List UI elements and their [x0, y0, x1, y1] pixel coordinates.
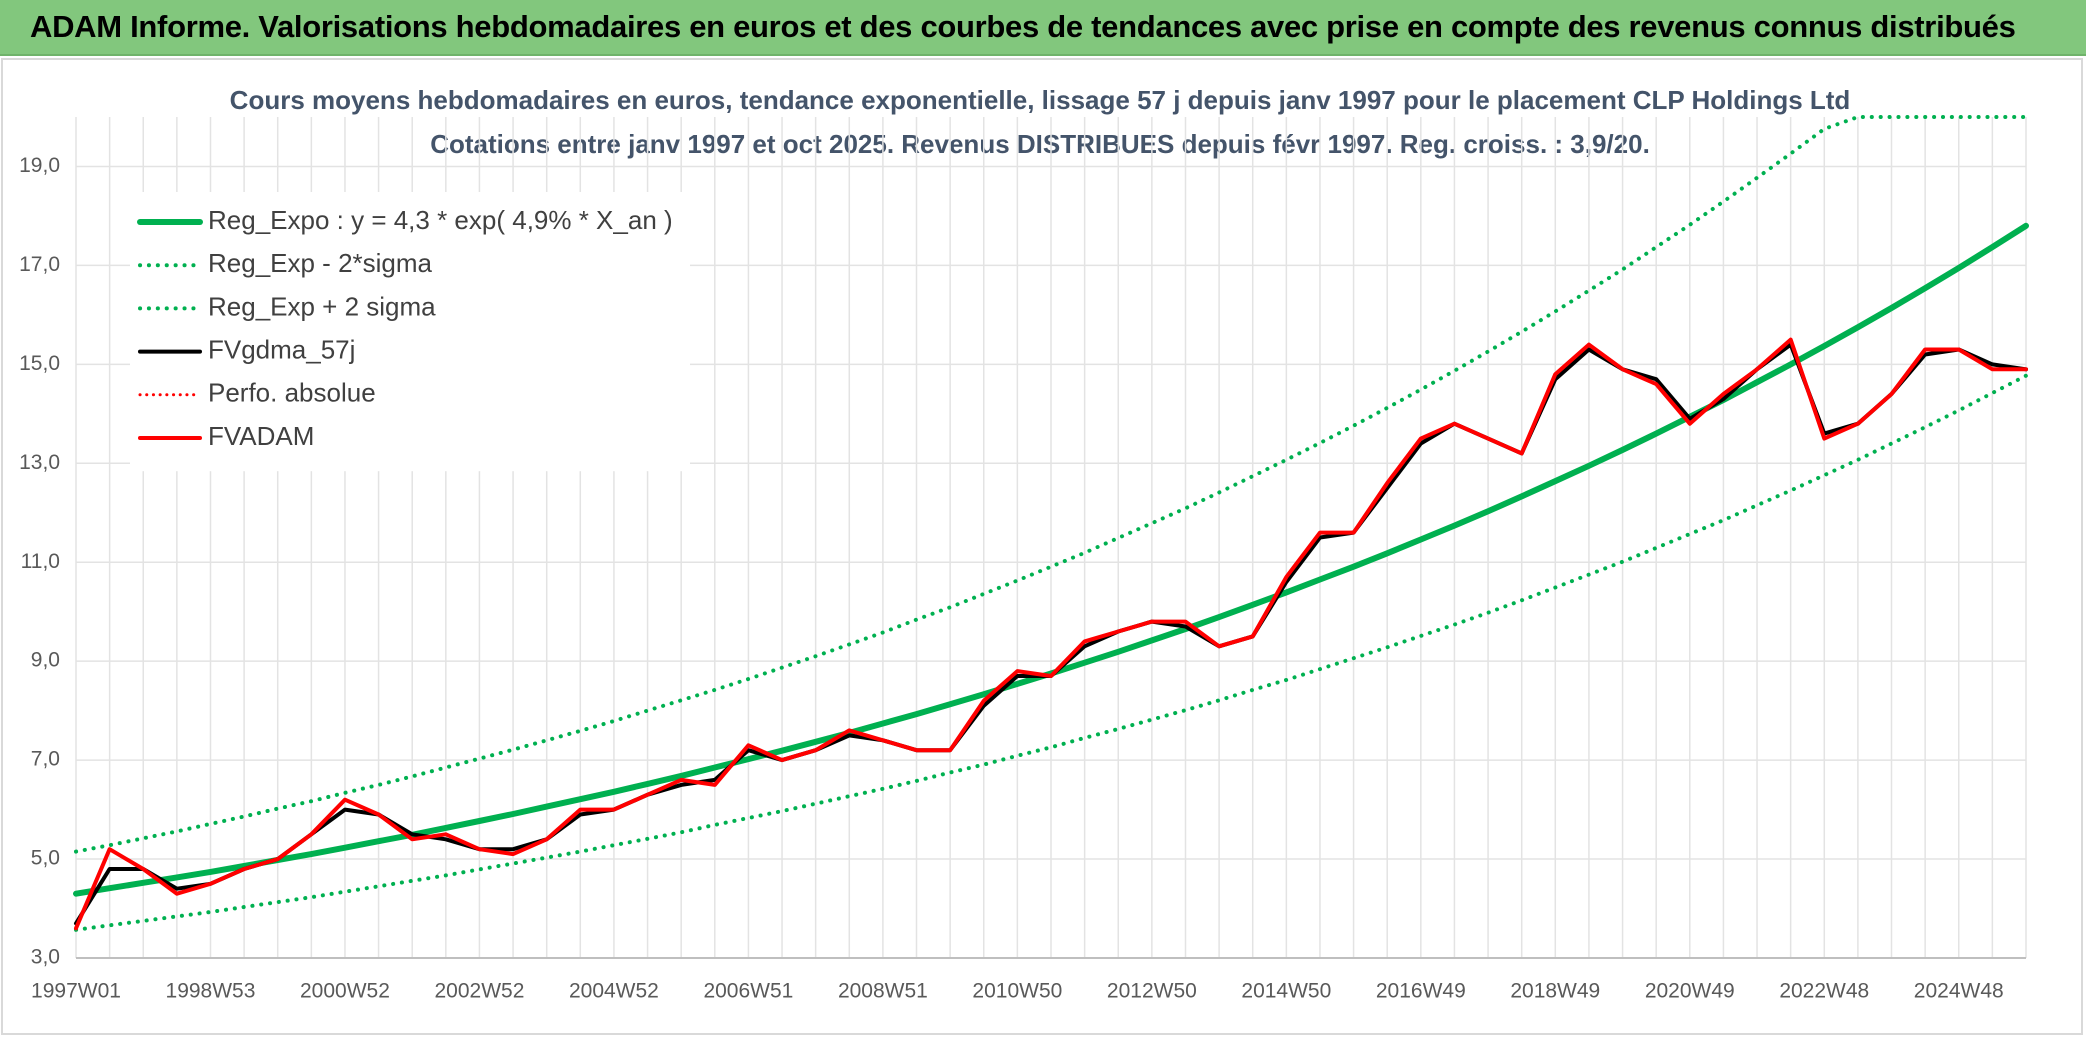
legend-label: Perfo. absolue [208, 378, 376, 408]
x-tick-label: 2022W48 [1779, 980, 1869, 1003]
legend-label: Reg_Exp + 2 sigma [208, 291, 436, 321]
y-tick-label: 11,0 [21, 550, 60, 573]
chart-subtitle: Cotations entre janv 1997 et oct 2025. R… [430, 129, 1650, 159]
x-tick-label: 2000W52 [300, 980, 390, 1003]
y-tick-label: 5,0 [31, 847, 60, 870]
x-tick-label: 1998W53 [166, 980, 256, 1003]
x-tick-label: 2014W50 [1241, 980, 1331, 1003]
series-line [74, 373, 2028, 932]
x-tick-label: 1997W01 [31, 980, 121, 1003]
series-line [74, 337, 2028, 931]
y-tick-label: 19,0 [19, 154, 60, 177]
x-tick-label: 2018W49 [1510, 980, 1600, 1003]
y-tick-label: 15,0 [19, 352, 60, 375]
y-tick-label: 3,0 [31, 946, 60, 969]
x-tick-label: 2016W49 [1376, 980, 1466, 1003]
y-tick-label: 17,0 [19, 253, 60, 276]
chart: Cours moyens hebdomadaires en euros, ten… [1, 58, 2083, 1035]
x-tick-label: 2006W51 [703, 980, 793, 1003]
y-tick-label: 7,0 [31, 748, 60, 771]
x-tick-label: 2010W50 [972, 980, 1062, 1003]
x-tick-label: 2002W52 [434, 980, 524, 1003]
y-tick-label: 9,0 [31, 649, 60, 672]
header-bar: ADAM Informe. Valorisations hebdomadaire… [0, 0, 2086, 56]
y-tick-label: 13,0 [19, 451, 60, 474]
page-title: ADAM Informe. Valorisations hebdomadaire… [30, 9, 2016, 44]
legend-label: FVgdma_57j [208, 334, 355, 364]
legend-label: Reg_Exp - 2*sigma [208, 248, 433, 278]
x-tick-label: 2020W49 [1645, 980, 1735, 1003]
legend-label: FVADAM [208, 421, 314, 451]
x-tick-label: 2004W52 [569, 980, 659, 1003]
legend-label: Reg_Expo : y = 4,3 * exp( 4,9% * X_an ) [208, 205, 673, 235]
x-tick-label: 2012W50 [1107, 980, 1197, 1003]
chart-title: Cours moyens hebdomadaires en euros, ten… [230, 85, 1851, 115]
x-tick-label: 2008W51 [838, 980, 928, 1003]
legend-box [130, 192, 690, 472]
x-tick-label: 2024W48 [1914, 980, 2004, 1003]
